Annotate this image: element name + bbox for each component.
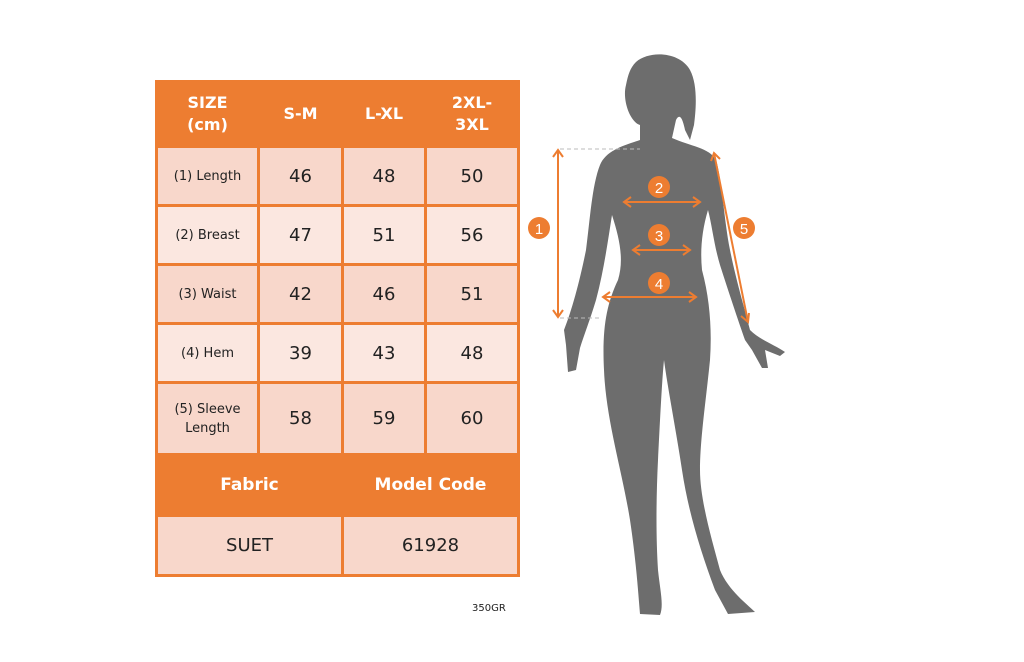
cell: 48 bbox=[341, 145, 427, 207]
cell: 42 bbox=[257, 263, 344, 325]
cell: 46 bbox=[257, 145, 344, 207]
row-label: (5) Sleeve Length bbox=[155, 381, 260, 456]
cell: 48 bbox=[424, 322, 520, 384]
cell: 50 bbox=[424, 145, 520, 207]
cell: 46 bbox=[341, 263, 427, 325]
guide-lines bbox=[560, 148, 640, 319]
marker-4: 4 bbox=[655, 276, 663, 293]
cell: 51 bbox=[424, 263, 520, 325]
fabric-label: Fabric bbox=[155, 453, 344, 517]
table-row: (5) Sleeve Length 58 59 60 bbox=[155, 381, 520, 456]
model-code-value: 61928 bbox=[341, 514, 520, 577]
fabric-value-row: SUET 61928 bbox=[155, 514, 520, 577]
measurement-arrows bbox=[552, 148, 750, 324]
row-label: (4) Hem bbox=[155, 322, 260, 384]
table-row: (2) Breast 47 51 56 bbox=[155, 204, 520, 266]
marker-1: 1 bbox=[535, 221, 543, 238]
header-size: SIZE (cm) bbox=[155, 80, 260, 148]
model-code-label: Model Code bbox=[341, 453, 520, 517]
silhouette bbox=[564, 54, 785, 615]
table-row: (1) Length 46 48 50 bbox=[155, 145, 520, 207]
weight-note: 350GR bbox=[472, 603, 506, 614]
cell: 51 bbox=[341, 204, 427, 266]
row-label: (1) Length bbox=[155, 145, 260, 207]
fabric-value: SUET bbox=[155, 514, 344, 577]
marker-5: 5 bbox=[740, 221, 748, 238]
size-chart-table: SIZE (cm) S-M L-XL 2XL- 3XL (1) Length 4… bbox=[155, 80, 520, 577]
cell: 39 bbox=[257, 322, 344, 384]
marker-3: 3 bbox=[655, 228, 663, 245]
row-label: (2) Breast bbox=[155, 204, 260, 266]
header-s-m: S-M bbox=[257, 80, 344, 148]
table-row: (4) Hem 39 43 48 bbox=[155, 322, 520, 384]
header-2xl-3xl: 2XL- 3XL bbox=[424, 80, 520, 148]
header-l-xl: L-XL bbox=[341, 80, 427, 148]
cell: 47 bbox=[257, 204, 344, 266]
table-row: (3) Waist 42 46 51 bbox=[155, 263, 520, 325]
marker-2: 2 bbox=[655, 180, 663, 197]
fabric-header-row: Fabric Model Code bbox=[155, 453, 520, 517]
cell: 56 bbox=[424, 204, 520, 266]
row-label: (3) Waist bbox=[155, 263, 260, 325]
cell: 60 bbox=[424, 381, 520, 456]
cell: 59 bbox=[341, 381, 427, 456]
header-row: SIZE (cm) S-M L-XL 2XL- 3XL bbox=[155, 80, 520, 148]
cell: 58 bbox=[257, 381, 344, 456]
marker-icons: 1 2 3 4 5 bbox=[528, 176, 755, 294]
cell: 43 bbox=[341, 322, 427, 384]
